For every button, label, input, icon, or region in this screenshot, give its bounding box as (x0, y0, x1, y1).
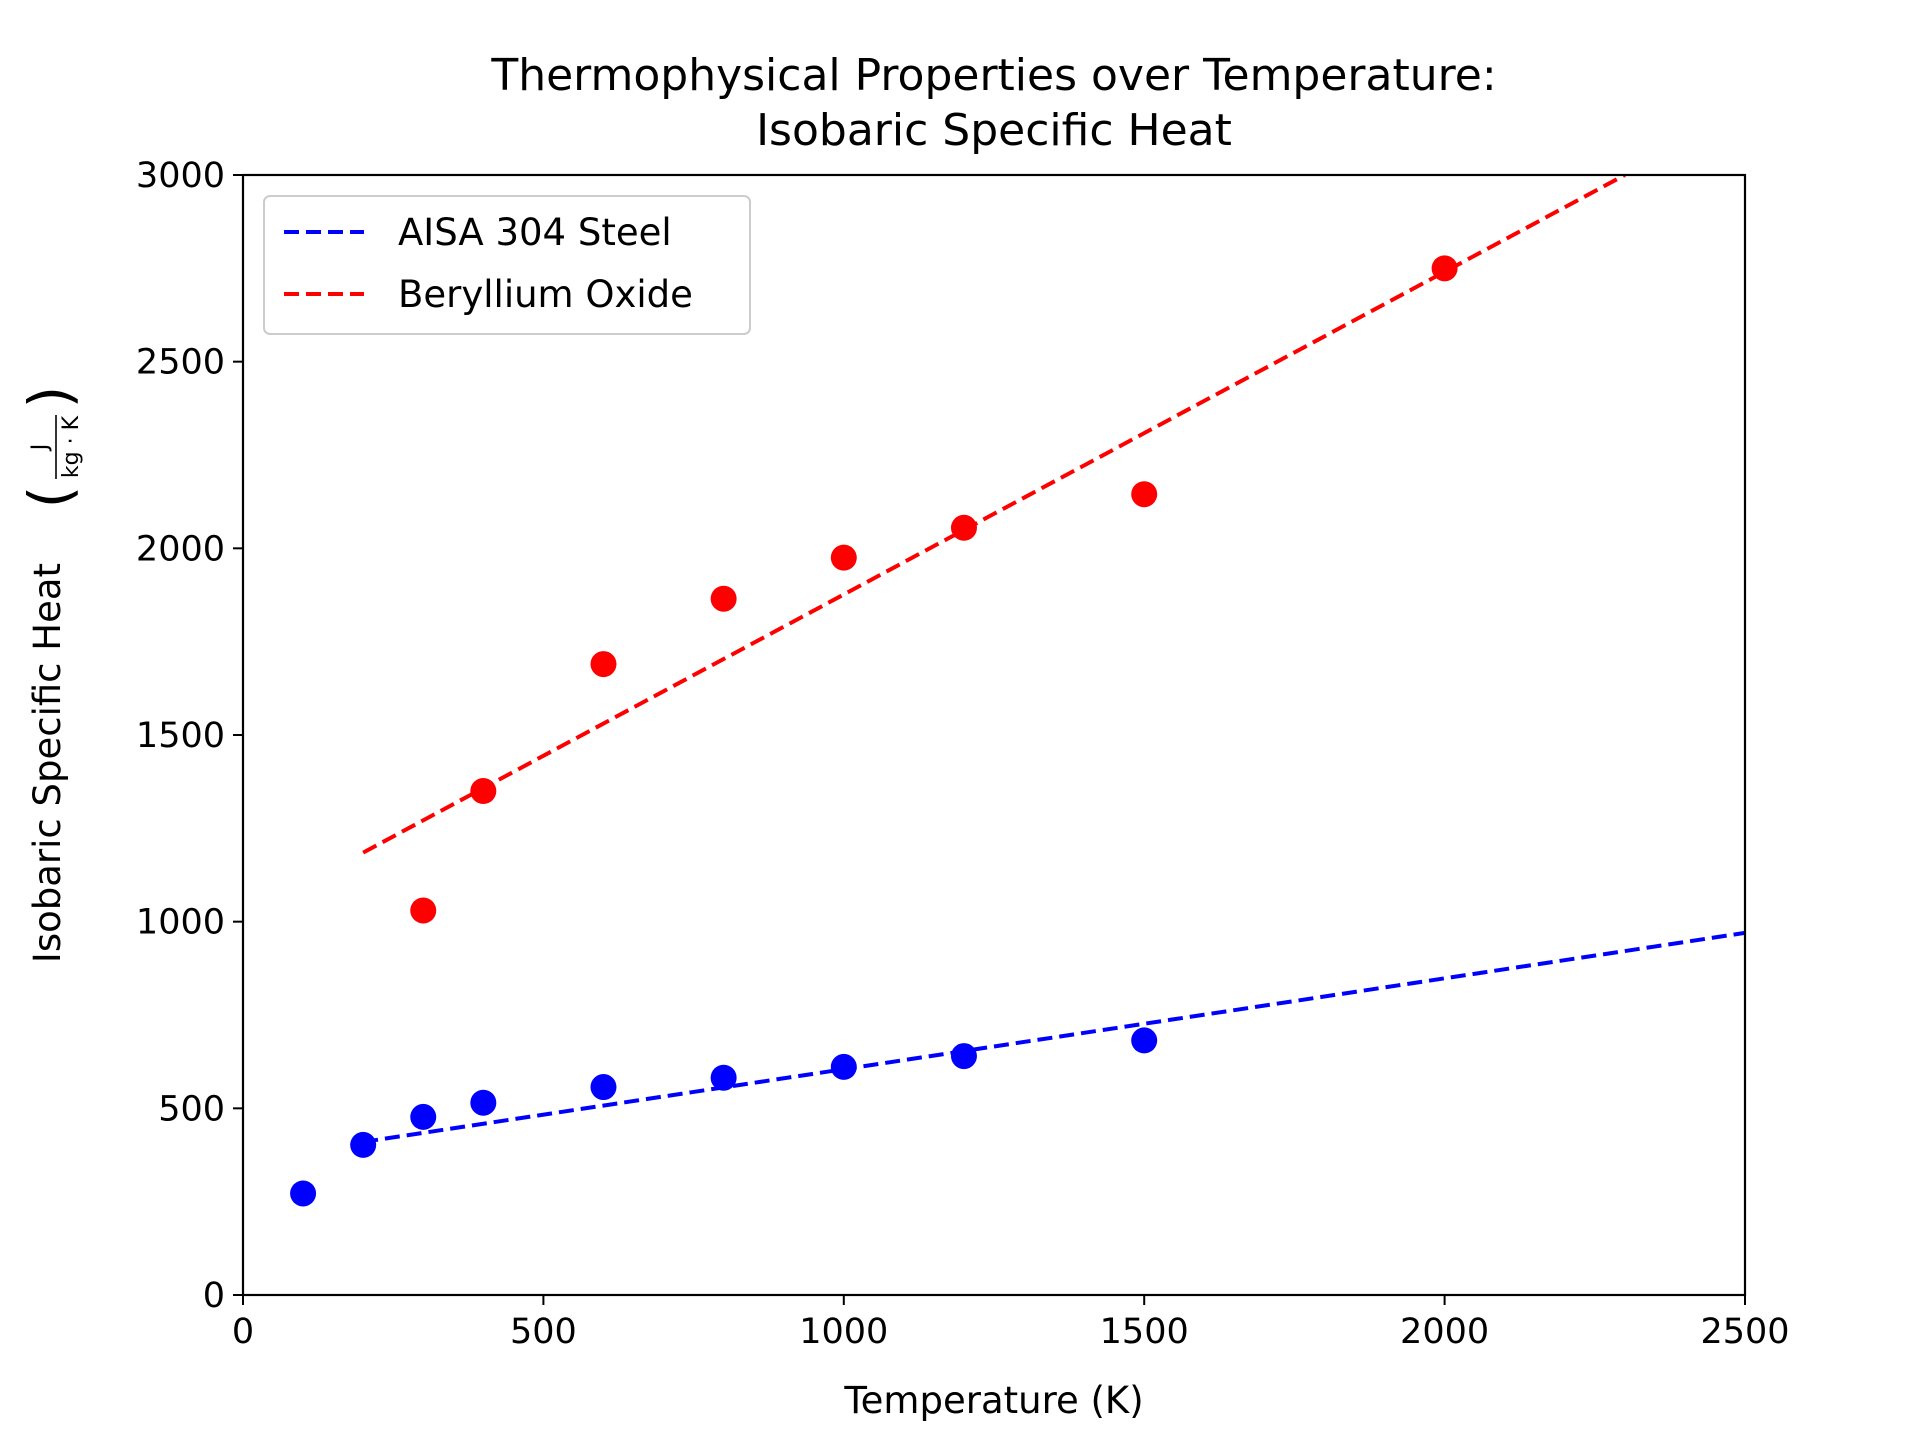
series-0-data-point (410, 1103, 437, 1130)
series-1-data-point (470, 778, 497, 804)
y-axis-unit-paren-open: ( (16, 486, 84, 509)
series-0-data-point (1131, 1027, 1158, 1054)
x-axis-ticks: 0 500 1000 1500 2000 2500 (232, 1295, 1790, 1352)
y-tick-label: 2000 (136, 529, 225, 569)
legend-label-beryllium: Beryllium Oxide (398, 273, 693, 316)
series-1-data-point (1431, 255, 1458, 282)
y-axis-unit-paren-close: ) (16, 386, 84, 409)
series-1-data-point (710, 585, 737, 612)
series-0-data-point (710, 1064, 737, 1091)
legend-frame (263, 195, 751, 335)
y-tick-label: 500 (158, 1089, 225, 1129)
series-0-data-point (290, 1180, 317, 1207)
chart-title-line-2: Isobaric Specific Heat (756, 105, 1232, 156)
series-0-data-point (350, 1131, 377, 1158)
series-1 (362, 175, 1626, 924)
x-tick-label: 2000 (1400, 1312, 1489, 1352)
series-1-data-point (950, 514, 977, 541)
x-tick-label: 1000 (799, 1312, 888, 1352)
series-1-data-point (830, 544, 857, 571)
y-axis-unit-numerator: J (28, 444, 53, 453)
legend: AISA 304 Steel Beryllium Oxide (263, 195, 751, 335)
series-1-data-point (1131, 481, 1158, 508)
series-0-fit-line (362, 930, 1745, 1144)
x-axis-label: Temperature (K) (843, 1379, 1143, 1422)
series-0-data-point (950, 1043, 977, 1070)
series-1-data-point (590, 651, 617, 678)
series-0-data-point (590, 1074, 617, 1101)
x-tick-label: 1500 (1100, 1312, 1189, 1352)
legend-label-steel: AISA 304 Steel (398, 211, 672, 254)
series-0 (290, 930, 1745, 1207)
x-tick-label: 2500 (1700, 1312, 1789, 1352)
series-0-data-point (470, 1089, 497, 1116)
x-tick-label: 0 (232, 1312, 254, 1352)
y-axis-label: Isobaric Specific Heat ( J kg · K ) (16, 386, 84, 963)
series-1-fit-line (362, 175, 1626, 855)
y-axis-unit-denominator: kg · K (59, 415, 84, 478)
y-axis-ticks: 0 500 1000 1500 2000 2500 3000 (136, 156, 243, 1316)
series-1-data-point (410, 897, 437, 924)
y-axis-label-text: Isobaric Specific Heat (26, 563, 69, 963)
series-layer (290, 175, 1745, 1207)
y-tick-label: 0 (203, 1276, 225, 1316)
chart-title-line-1: Thermophysical Properties over Temperatu… (490, 50, 1496, 101)
plot-area-frame (241, 173, 1747, 1297)
y-tick-label: 1000 (136, 903, 225, 943)
y-tick-label: 3000 (136, 156, 225, 196)
y-tick-label: 1500 (136, 716, 225, 756)
x-tick-label: 500 (510, 1312, 577, 1352)
y-tick-label: 2500 (136, 343, 225, 383)
series-0-data-point (830, 1053, 857, 1080)
